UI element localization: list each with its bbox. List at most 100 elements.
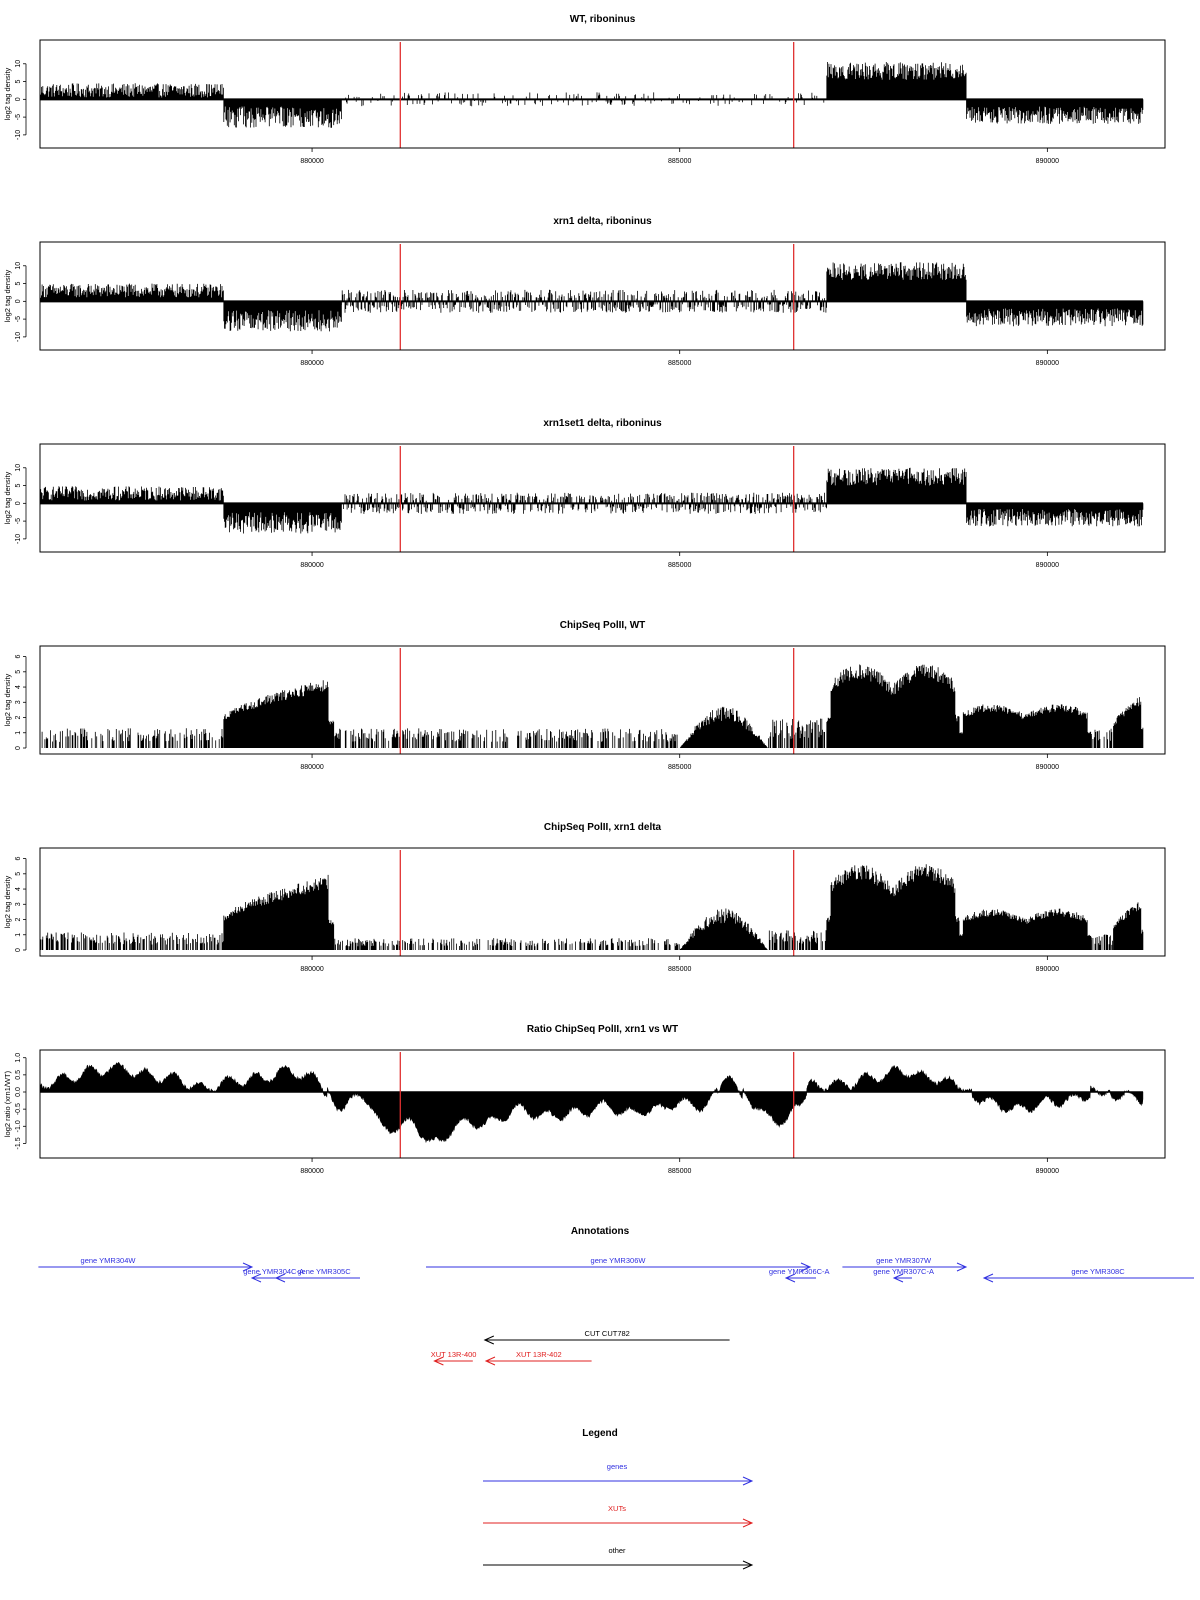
data-marks bbox=[39, 262, 1144, 332]
legend-item-label: XUTs bbox=[608, 1504, 626, 1513]
legend-title: Legend bbox=[582, 1428, 618, 1439]
arrow-head bbox=[982, 1273, 994, 1283]
y-tick-label: 10 bbox=[15, 464, 22, 472]
annotation-label: XUT 13R-402 bbox=[516, 1350, 562, 1359]
arrow-head bbox=[956, 1262, 968, 1272]
y-tick-label: 0.5 bbox=[15, 1070, 22, 1080]
y-axis-label: log2 tag density bbox=[3, 673, 12, 726]
x-tick-label: 890000 bbox=[1036, 360, 1059, 367]
y-tick-label: 5 bbox=[15, 872, 22, 876]
x-tick-label: 885000 bbox=[668, 1168, 691, 1175]
x-tick-label: 880000 bbox=[300, 1168, 323, 1175]
y-tick-label: 3 bbox=[15, 700, 22, 704]
arrow-head bbox=[742, 1518, 754, 1528]
y-tick-label: 0 bbox=[15, 746, 22, 750]
annotation-label: XUT 13R-400 bbox=[431, 1350, 477, 1359]
legend-item-label: other bbox=[608, 1546, 626, 1555]
y-tick-label: 6 bbox=[15, 857, 22, 861]
panel-title: xrn1set1 delta, riboninus bbox=[543, 418, 662, 429]
y-tick-label: -5 bbox=[15, 114, 22, 120]
x-tick-label: 890000 bbox=[1036, 1168, 1059, 1175]
y-tick-label: -10 bbox=[15, 130, 22, 140]
arrow-head bbox=[742, 1476, 754, 1486]
panel-title: Ratio ChipSeq PolII, xrn1 vs WT bbox=[527, 1024, 678, 1035]
signal-bars bbox=[39, 62, 1144, 128]
plot-frame bbox=[39, 241, 1166, 351]
annotation-label: gene YMR306W bbox=[591, 1256, 647, 1265]
x-tick-label: 885000 bbox=[668, 360, 691, 367]
y-tick-label: 4 bbox=[15, 685, 22, 689]
annotation-label: gene YMR307W bbox=[876, 1256, 932, 1265]
y-axis-label: log2 ratio (xrn1/WT) bbox=[3, 1070, 12, 1137]
x-tick-label: 890000 bbox=[1036, 562, 1059, 569]
y-tick-label: -10 bbox=[15, 332, 22, 342]
arrow-head bbox=[483, 1335, 495, 1345]
y-tick-label: -0.5 bbox=[15, 1103, 22, 1115]
y-tick-label: 1 bbox=[15, 731, 22, 735]
plot-frame bbox=[39, 645, 1166, 755]
y-tick-label: 0 bbox=[15, 299, 22, 303]
y-tick-label: 6 bbox=[15, 655, 22, 659]
data-marks bbox=[40, 864, 1144, 950]
data-marks bbox=[39, 62, 1144, 128]
arrow-head bbox=[800, 1262, 812, 1272]
panel-title: ChipSeq PolII, xrn1 delta bbox=[544, 822, 662, 833]
y-tick-label: 1 bbox=[15, 933, 22, 937]
x-tick-label: 885000 bbox=[668, 764, 691, 771]
legend-item-label: genes bbox=[607, 1462, 628, 1471]
arrow-head bbox=[433, 1356, 444, 1366]
ratio-area bbox=[39, 1061, 1144, 1144]
x-tick-label: 885000 bbox=[668, 966, 691, 973]
plot-frame bbox=[39, 443, 1166, 553]
annotation-label: gene YMR304C-A bbox=[243, 1267, 304, 1276]
annotation-label: gene YMR307C-A bbox=[873, 1267, 934, 1276]
track-panel: ChipSeq PolII, WT 0 1 2 3 4 5 6 log2 tag density… bbox=[3, 620, 1166, 771]
track-panel: ChipSeq PolII, xrn1 delta 0 1 2 3 4 5 6 log2 tag… bbox=[3, 822, 1166, 973]
plot-frame bbox=[39, 847, 1166, 957]
arrow-head bbox=[274, 1273, 286, 1283]
panel-title: xrn1 delta, riboninus bbox=[553, 216, 652, 227]
y-tick-label: 1.0 bbox=[15, 1053, 22, 1063]
arrow-head bbox=[242, 1262, 254, 1272]
data-marks bbox=[39, 467, 1144, 534]
x-tick-label: 890000 bbox=[1036, 764, 1059, 771]
y-tick-label: 4 bbox=[15, 887, 22, 891]
x-tick-label: 880000 bbox=[300, 966, 323, 973]
data-marks bbox=[41, 664, 1144, 748]
y-tick-label: 0.0 bbox=[15, 1087, 22, 1097]
y-tick-label: 5 bbox=[15, 80, 22, 84]
arrow-head bbox=[742, 1560, 754, 1570]
y-tick-label: 2 bbox=[15, 715, 22, 719]
y-tick-label: 10 bbox=[15, 262, 22, 270]
y-tick-label: 5 bbox=[15, 670, 22, 674]
data-marks bbox=[39, 1061, 1144, 1144]
y-axis-label: log2 tag density bbox=[3, 875, 12, 928]
x-tick-label: 880000 bbox=[300, 764, 323, 771]
signal-bars bbox=[40, 864, 1144, 950]
arrow-head bbox=[892, 1273, 904, 1283]
plot-frame bbox=[39, 39, 1166, 149]
annotation-label: gene YMR304W bbox=[81, 1256, 137, 1265]
x-tick-label: 890000 bbox=[1036, 158, 1059, 165]
signal-bars bbox=[39, 262, 1144, 332]
y-tick-label: 10 bbox=[15, 60, 22, 68]
x-tick-label: 885000 bbox=[668, 158, 691, 165]
x-tick-label: 890000 bbox=[1036, 966, 1059, 973]
plot-frame bbox=[39, 1049, 1166, 1159]
signal-bars bbox=[39, 467, 1144, 534]
arrow-head bbox=[484, 1356, 496, 1366]
y-tick-label: -5 bbox=[15, 316, 22, 322]
x-tick-label: 880000 bbox=[300, 158, 323, 165]
annotation-label: gene YMR308C bbox=[1071, 1267, 1125, 1276]
y-tick-label: 5 bbox=[15, 282, 22, 286]
panel-title: ChipSeq PolII, WT bbox=[560, 620, 646, 631]
y-tick-label: 0 bbox=[15, 97, 22, 101]
y-tick-label: 3 bbox=[15, 902, 22, 906]
annotation-label: gene YMR306C-A bbox=[769, 1267, 830, 1276]
signal-bars bbox=[41, 664, 1144, 748]
x-tick-label: 885000 bbox=[668, 562, 691, 569]
